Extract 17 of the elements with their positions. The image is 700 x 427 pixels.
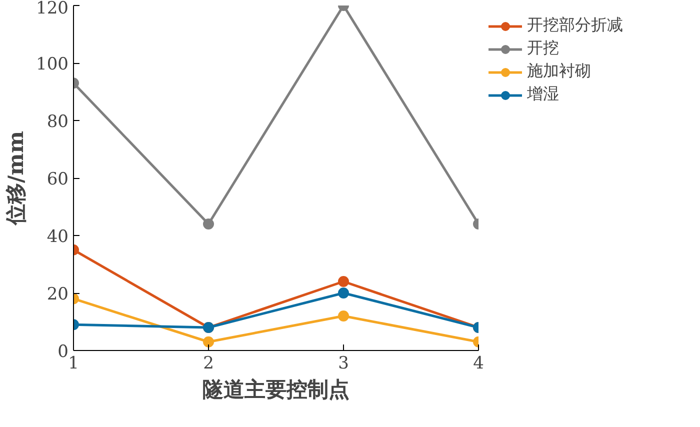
x-axis-title: 隧道主要控制点 [202, 376, 350, 402]
legend-label: 增湿 [527, 84, 559, 105]
x-tick-label: 2 [203, 354, 214, 374]
legend-label: 开挖部分折减 [527, 15, 623, 36]
legend-label: 开挖 [527, 38, 559, 59]
y-tick-label: 100 [36, 54, 69, 74]
y-tick-label: 40 [46, 227, 69, 247]
x-tick-label: 1 [68, 354, 79, 374]
y-axis-title: 位移/mm [3, 130, 28, 226]
y-tick-label: 60 [46, 170, 69, 190]
x-tick-label: 4 [473, 354, 484, 374]
y-tick-label: 120 [36, 0, 69, 18]
y-tick-label: 20 [46, 284, 69, 304]
x-tick-label: 3 [338, 354, 349, 374]
y-tick-label: 80 [46, 112, 69, 132]
legend-label: 施加衬砌 [527, 61, 591, 82]
y-tick-label: 0 [58, 342, 69, 362]
